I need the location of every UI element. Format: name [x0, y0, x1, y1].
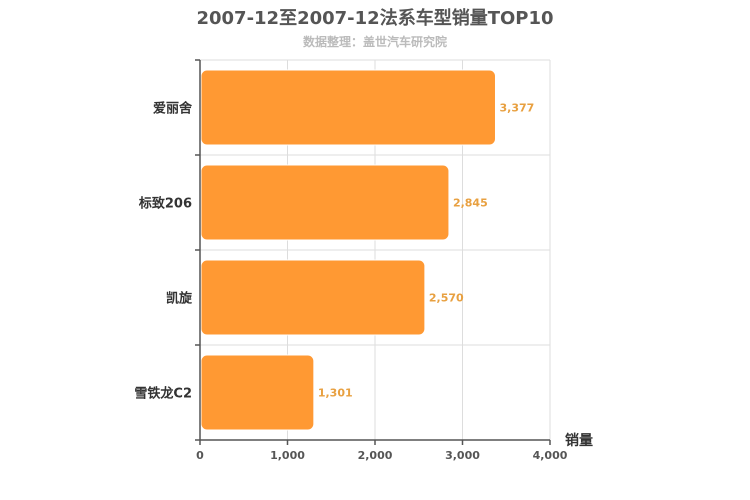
category-label: 凯旋 [166, 291, 193, 307]
x-tick-label: 3,000 [445, 449, 480, 462]
chart-title: 2007-12至2007-12法系车型销量TOP10 [196, 8, 554, 29]
bar [200, 69, 496, 146]
bar [200, 354, 315, 431]
data-label: 2,845 [453, 197, 488, 210]
bar [200, 259, 426, 336]
x-tick-label: 4,000 [533, 449, 568, 462]
x-tick-label: 2,000 [358, 449, 393, 462]
category-label: 雪铁龙C2 [134, 386, 192, 402]
category-label: 标致206 [138, 196, 192, 212]
category-label: 爱丽舍 [153, 101, 193, 117]
chart-subtitle: 数据整理：盖世汽车研究院 [302, 35, 447, 49]
bar [200, 164, 450, 241]
data-label: 1,301 [318, 387, 353, 400]
x-tick-label: 1,000 [270, 449, 305, 462]
data-label: 3,377 [499, 102, 534, 115]
x-tick-label: 0 [196, 449, 204, 462]
data-label: 2,570 [429, 292, 464, 305]
x-axis-title: 销量 [565, 432, 593, 449]
